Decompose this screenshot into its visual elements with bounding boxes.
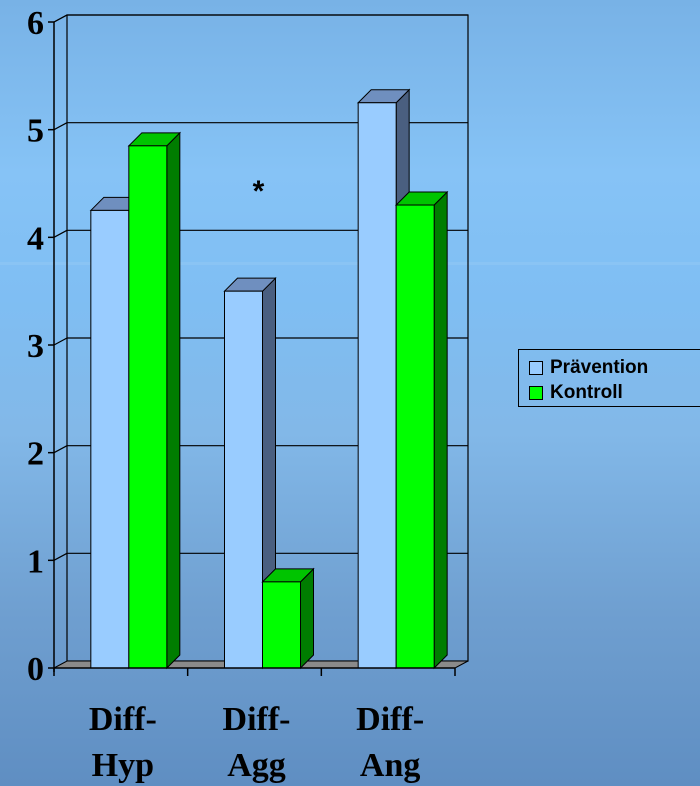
- bar-praevention: [224, 290, 263, 669]
- bar-side: [166, 131, 181, 670]
- gridline-side: [53, 552, 68, 561]
- x-category-label: Diff-: [356, 701, 424, 738]
- side-wall-top-edge: [53, 14, 68, 23]
- x-category-label: Ang: [360, 747, 420, 784]
- x-category-label: Diff-: [89, 701, 157, 738]
- legend-label-praevention: Prävention: [550, 356, 649, 378]
- x-category-label: Diff-: [223, 701, 291, 738]
- x-category-label: Hyp: [92, 747, 154, 784]
- bar-kontroll: [395, 204, 435, 669]
- legend-swatch-praevention: [529, 360, 543, 375]
- bars: [89, 88, 449, 670]
- legend: Prävention Kontroll: [518, 349, 700, 407]
- legend-label-kontroll: Kontroll: [550, 381, 623, 403]
- y-tick-label: 5: [27, 113, 44, 150]
- x-category-label: Agg: [227, 747, 286, 784]
- y-tick-label: 0: [27, 651, 44, 688]
- annotations: *: [253, 175, 265, 208]
- legend-item-praevention: Prävention: [529, 356, 700, 379]
- y-tick-label: 4: [27, 220, 44, 257]
- y-tick-label: 1: [27, 543, 44, 580]
- axes: [48, 21, 456, 676]
- background-band: [0, 262, 700, 265]
- bar-kontroll: [128, 145, 168, 669]
- bar-praevention: [357, 102, 397, 669]
- bar-praevention: [90, 209, 130, 669]
- legend-item-kontroll: Kontroll: [529, 381, 700, 404]
- bar-kontroll: [262, 581, 301, 669]
- gridline-side: [53, 337, 68, 346]
- gridline-side: [53, 445, 68, 454]
- y-tick-label: 3: [27, 328, 44, 365]
- y-tick-label: 2: [27, 436, 44, 473]
- axis-labels: 0 1 2 3 4 5 6 Diff- Hyp Diff- Agg Diff- Ang: [27, 5, 424, 784]
- significance-asterisk: *: [253, 175, 265, 208]
- y-tick-label: 6: [27, 5, 44, 42]
- bar-side: [300, 567, 314, 670]
- gridline-side: [53, 122, 68, 131]
- bar-side: [433, 190, 448, 670]
- gridline-side: [53, 229, 68, 238]
- legend-swatch-kontroll: [529, 385, 543, 400]
